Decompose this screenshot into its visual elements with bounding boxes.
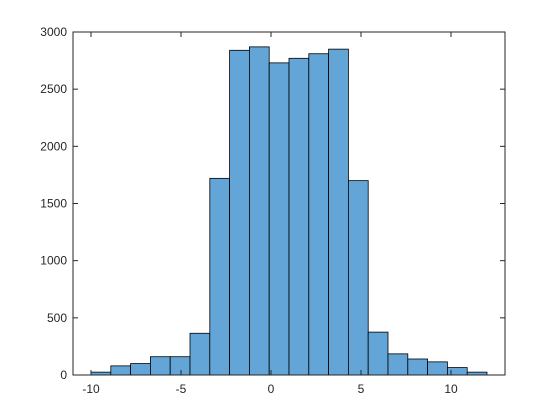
bar <box>347 180 369 376</box>
bar <box>209 177 231 376</box>
y-tick-label: 1500 <box>40 197 67 211</box>
y-tick-label: 1000 <box>40 254 67 268</box>
bar <box>110 365 132 376</box>
y-tick-label: 500 <box>47 311 67 325</box>
x-tick-label: 0 <box>268 382 275 396</box>
y-tick-label: 2000 <box>40 139 67 153</box>
bar <box>248 46 270 376</box>
x-tick-label: -10 <box>82 382 100 396</box>
y-tick-label: 3000 <box>40 25 67 39</box>
y-tick-label: 0 <box>60 368 67 382</box>
bar <box>268 62 290 376</box>
bar <box>407 358 428 376</box>
bar <box>288 57 310 376</box>
y-tick-label: 2500 <box>40 82 67 96</box>
bar <box>149 356 171 376</box>
bar <box>229 49 250 376</box>
bar <box>446 367 468 376</box>
bar <box>367 331 389 376</box>
x-tick-label: -5 <box>176 382 187 396</box>
bar <box>387 353 409 376</box>
bar <box>427 361 448 376</box>
bar <box>130 363 151 376</box>
bar <box>189 332 211 376</box>
bar <box>328 48 349 376</box>
x-tick-label: 5 <box>358 382 365 396</box>
bar <box>308 53 329 376</box>
x-tick-label: 10 <box>444 382 458 396</box>
bar <box>169 356 191 376</box>
